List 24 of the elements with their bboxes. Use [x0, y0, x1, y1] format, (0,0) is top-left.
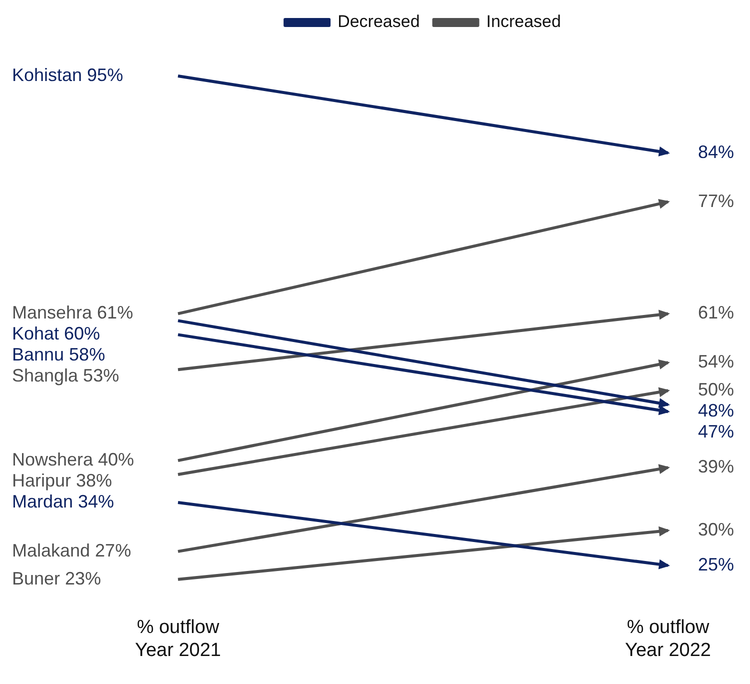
data-label: 39% — [698, 456, 734, 477]
data-label: 61% — [698, 302, 734, 323]
text: Nowshera 40% — [12, 450, 134, 470]
x-tick-label: % outflow Year 2022 — [625, 617, 711, 661]
legend-label: Increased — [486, 12, 561, 32]
data-label: 77% — [698, 190, 734, 211]
text: Shangla 53% — [12, 366, 120, 386]
text: Mansehra 61% — [12, 302, 134, 323]
legend-label: Decreased — [338, 12, 420, 32]
text: Bannu 58% — [12, 344, 106, 365]
data-label: 50% — [698, 380, 734, 400]
data-label: 54% — [698, 352, 734, 372]
text: Malakand 27% — [12, 540, 132, 560]
text: Buner 23% — [12, 568, 102, 588]
data-label: 84% — [698, 142, 734, 162]
x-tick-label: % outflow Year 2021 — [135, 617, 221, 661]
text: Kohistan 95% — [12, 64, 124, 85]
text: Haripur 38% — [12, 470, 112, 491]
data-label: 25% — [698, 554, 734, 574]
text: Mardan 34% — [12, 492, 114, 512]
text: Kohat 60% — [12, 324, 100, 344]
data-label: 48% — [698, 400, 734, 421]
data-label: 30% — [698, 519, 734, 540]
data-label: 47% — [698, 422, 734, 442]
